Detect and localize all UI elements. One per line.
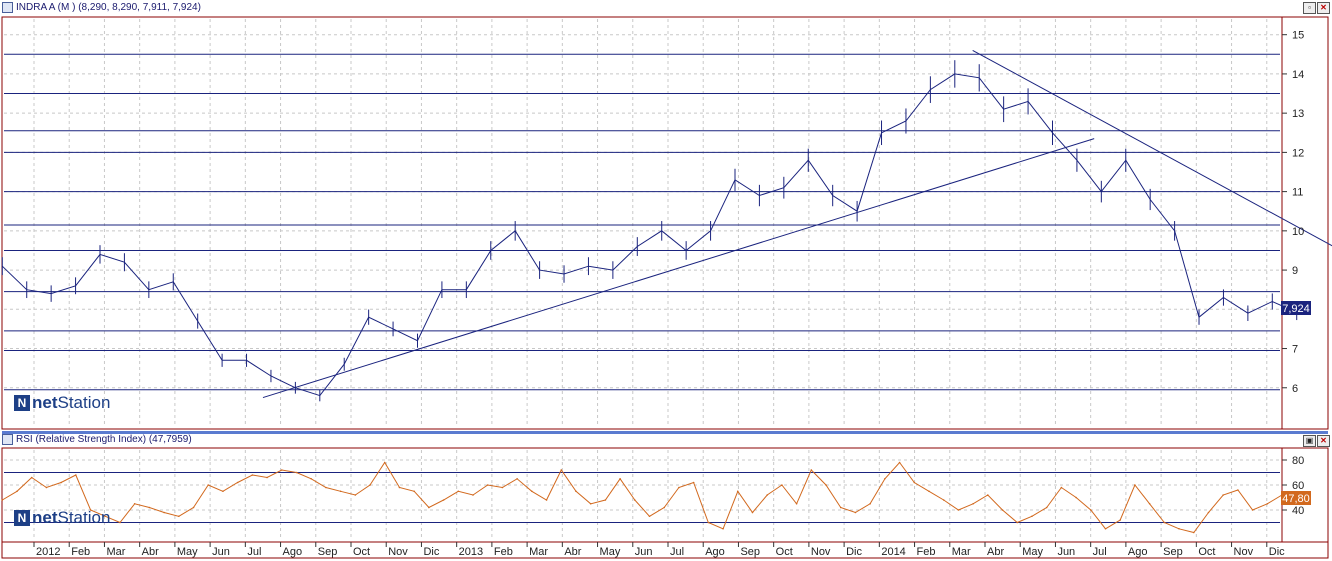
x-tick-label: Abr xyxy=(142,546,159,558)
x-tick-label: May xyxy=(177,546,198,558)
brand-station-rsi: Station xyxy=(57,508,111,527)
x-tick-label: Jul xyxy=(247,546,261,558)
x-tick-label: Jun xyxy=(635,546,653,558)
x-tick-label: Ago xyxy=(283,546,303,558)
price-y-tick-label: 13 xyxy=(1292,108,1304,120)
price-y-tick-labels: 6789101112131415 xyxy=(1282,30,1304,395)
x-tick-label: Nov xyxy=(811,546,831,558)
x-tick-label: Ago xyxy=(705,546,725,558)
price-trendlines xyxy=(262,49,1332,399)
price-trendline xyxy=(972,49,1332,247)
rsi-grid xyxy=(4,450,1280,540)
price-y-tick-label: 6 xyxy=(1292,383,1298,395)
x-tick-label: Abr xyxy=(564,546,581,558)
price-close-line xyxy=(1,73,1297,397)
x-tick-label: Sep xyxy=(740,546,760,558)
brand-net-rsi: net xyxy=(32,508,58,527)
x-tick-label: Sep xyxy=(318,546,338,558)
x-tick-label: Oct xyxy=(353,546,370,558)
x-tick-label: 2014 xyxy=(881,546,905,558)
netstation-logo-mark: N xyxy=(14,395,30,411)
price-y-tick-label: 11 xyxy=(1292,187,1303,199)
indicator-window-icon xyxy=(2,433,13,445)
rsi-panel-frame xyxy=(1,447,1329,543)
x-tick-label: Feb xyxy=(917,546,936,558)
rsi-panel-title: RSI (Relative Strength Index) (47,7959) xyxy=(2,433,192,447)
price-y-tick-label: 7 xyxy=(1292,344,1298,356)
price-y-tick-label: 10 xyxy=(1292,226,1304,238)
rsi-panel-restore-button[interactable]: ▣ xyxy=(1303,435,1316,447)
x-tick-label: Mar xyxy=(106,546,125,558)
price-series xyxy=(1,60,1298,402)
rsi-y-tick-label: 40 xyxy=(1292,505,1304,517)
rsi-panel-title-text: RSI (Relative Strength Index) (47,7959) xyxy=(16,434,192,445)
x-tick-label: Nov xyxy=(1234,546,1254,558)
brand-station: Station xyxy=(57,393,111,412)
price-trendline xyxy=(262,138,1095,399)
x-tick-label: Abr xyxy=(987,546,1004,558)
x-tick-label: Jun xyxy=(212,546,230,558)
x-tick-label: Feb xyxy=(494,546,513,558)
price-panel-frame xyxy=(1,16,1329,430)
x-tick-label: Sep xyxy=(1163,546,1183,558)
price-panel-title-text: INDRA A (M ) (8,290, 8,290, 7,911, 7,924… xyxy=(16,2,201,13)
x-tick-label: Oct xyxy=(1198,546,1215,558)
price-panel-close-button[interactable]: ✕ xyxy=(1317,2,1330,14)
x-tick-label: Jun xyxy=(1057,546,1075,558)
price-panel-minimize-button[interactable]: ▫ xyxy=(1303,2,1316,14)
x-tick-label: Dic xyxy=(423,546,439,558)
x-axis-labels: 2012 Feb Mar Abr May Jun Jul Ago Sep Oct Nov Dic 201… xyxy=(33,542,1285,558)
rsi-last-value-label: 47,80 xyxy=(1282,493,1310,505)
rsi-last-value-badge xyxy=(1281,491,1311,505)
price-panel-title: INDRA A (M ) (8,290, 8,290, 7,911, 7,924… xyxy=(2,1,201,15)
price-y-tick-label: 14 xyxy=(1292,69,1304,81)
rsi-series xyxy=(1,461,1298,534)
x-axis-strip xyxy=(1,541,1329,559)
price-grid xyxy=(4,19,1280,427)
x-tick-label: Dic xyxy=(846,546,862,558)
panel-separator[interactable] xyxy=(2,431,1328,434)
price-y-tick-label: 9 xyxy=(1292,265,1298,277)
x-tick-label: May xyxy=(1022,546,1043,558)
x-tick-label: Jul xyxy=(1093,546,1107,558)
brand-net: net xyxy=(32,393,58,412)
x-tick-label: Oct xyxy=(776,546,793,558)
x-tick-label: Jul xyxy=(670,546,684,558)
x-tick-label: Dic xyxy=(1269,546,1285,558)
rsi-panel-close-button[interactable]: ✕ xyxy=(1317,435,1330,447)
x-tick-label: 2013 xyxy=(459,546,483,558)
price-horizontal-levels xyxy=(4,53,1280,391)
x-tick-label: Ago xyxy=(1128,546,1148,558)
x-tick-label: Feb xyxy=(71,546,90,558)
x-tick-label: 2012 xyxy=(36,546,60,558)
rsi-y-tick-label: 60 xyxy=(1292,480,1304,492)
rsi-line xyxy=(2,461,1297,534)
x-tick-label: Mar xyxy=(529,546,548,558)
netstation-logo-mark-rsi: N xyxy=(14,510,30,526)
rsi-y-tick-labels: 40 60 80 xyxy=(1282,455,1304,517)
price-last-value-badge xyxy=(1281,301,1311,315)
price-last-value-label: 7,924 xyxy=(1282,303,1310,315)
x-tick-label: Nov xyxy=(388,546,408,558)
rsi-horizontal-levels xyxy=(4,472,1280,523)
chart-window-icon xyxy=(2,1,13,13)
price-y-tick-label: 15 xyxy=(1292,30,1304,42)
rsi-y-tick-label: 80 xyxy=(1292,455,1304,467)
x-tick-label: May xyxy=(600,546,621,558)
x-tick-label: Mar xyxy=(952,546,971,558)
price-y-tick-label: 12 xyxy=(1292,147,1304,159)
